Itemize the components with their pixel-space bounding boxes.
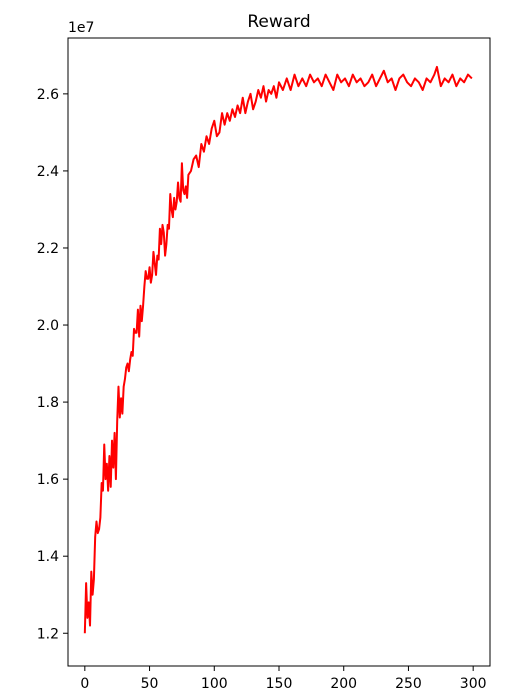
y-scale-label: 1e7 xyxy=(68,20,94,36)
y-tick-label: 1.6 xyxy=(37,472,59,488)
x-tick-label: 300 xyxy=(460,676,487,692)
plot-area xyxy=(83,65,473,634)
y-axis: 1.2 1.4 1.6 1.8 2.0 2.2 2.4 2.6 xyxy=(37,87,68,642)
reward-series-line xyxy=(83,65,473,634)
x-tick-label: 0 xyxy=(80,676,89,692)
x-tick-label: 150 xyxy=(266,676,293,692)
y-tick-label: 2.2 xyxy=(37,241,59,257)
chart-title: Reward xyxy=(247,12,310,32)
y-tick-label: 1.4 xyxy=(37,549,59,565)
axes-frame xyxy=(67,37,491,667)
y-tick-label: 2.4 xyxy=(37,164,59,180)
x-axis: 0 50 100 150 200 250 300 xyxy=(80,666,487,692)
x-tick-label: 100 xyxy=(201,676,228,692)
x-tick-label: 250 xyxy=(395,676,422,692)
x-tick-label: 50 xyxy=(141,676,159,692)
x-tick-label: 200 xyxy=(330,676,357,692)
y-tick-label: 1.2 xyxy=(37,626,59,642)
y-tick-label: 2.0 xyxy=(37,318,59,334)
y-tick-label: 2.6 xyxy=(37,87,59,103)
y-tick-label: 1.8 xyxy=(37,395,59,411)
